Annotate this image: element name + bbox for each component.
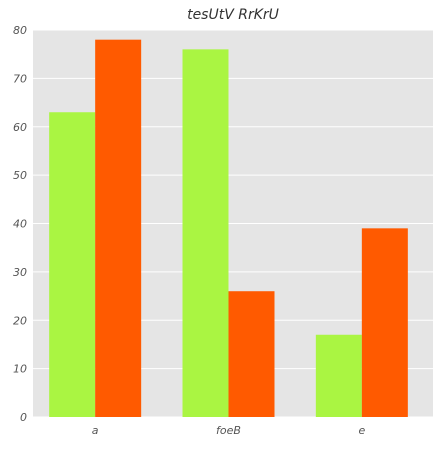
chart-title: tesUtV RrKrU <box>187 7 279 23</box>
y-tick-label: 70 <box>13 72 27 85</box>
y-tick-label: 80 <box>13 24 27 37</box>
bars <box>49 39 408 418</box>
bar-series-2-foeB <box>228 291 275 417</box>
y-tick-label: 60 <box>13 121 27 134</box>
x-axis-ticks: a foeB e <box>92 424 366 437</box>
y-tick-label: 40 <box>13 218 27 231</box>
y-tick-label: 10 <box>13 363 27 376</box>
bar-series-1-a <box>49 112 96 418</box>
y-tick-label: 20 <box>13 314 27 327</box>
y-tick-label: 30 <box>13 266 27 279</box>
bar-series-1-foeB <box>182 49 229 417</box>
y-axis-ticks: 0 10 20 30 40 50 60 70 80 <box>13 24 27 424</box>
x-tick-label: foeB <box>216 424 241 437</box>
bar-series-2-e <box>361 228 408 417</box>
y-tick-label: 50 <box>13 169 27 182</box>
bar-series-2-a <box>95 39 142 418</box>
x-tick-label: e <box>358 424 365 437</box>
bar-series-1-e <box>315 334 362 417</box>
x-tick-label: a <box>92 424 99 437</box>
y-tick-label: 0 <box>20 411 27 424</box>
